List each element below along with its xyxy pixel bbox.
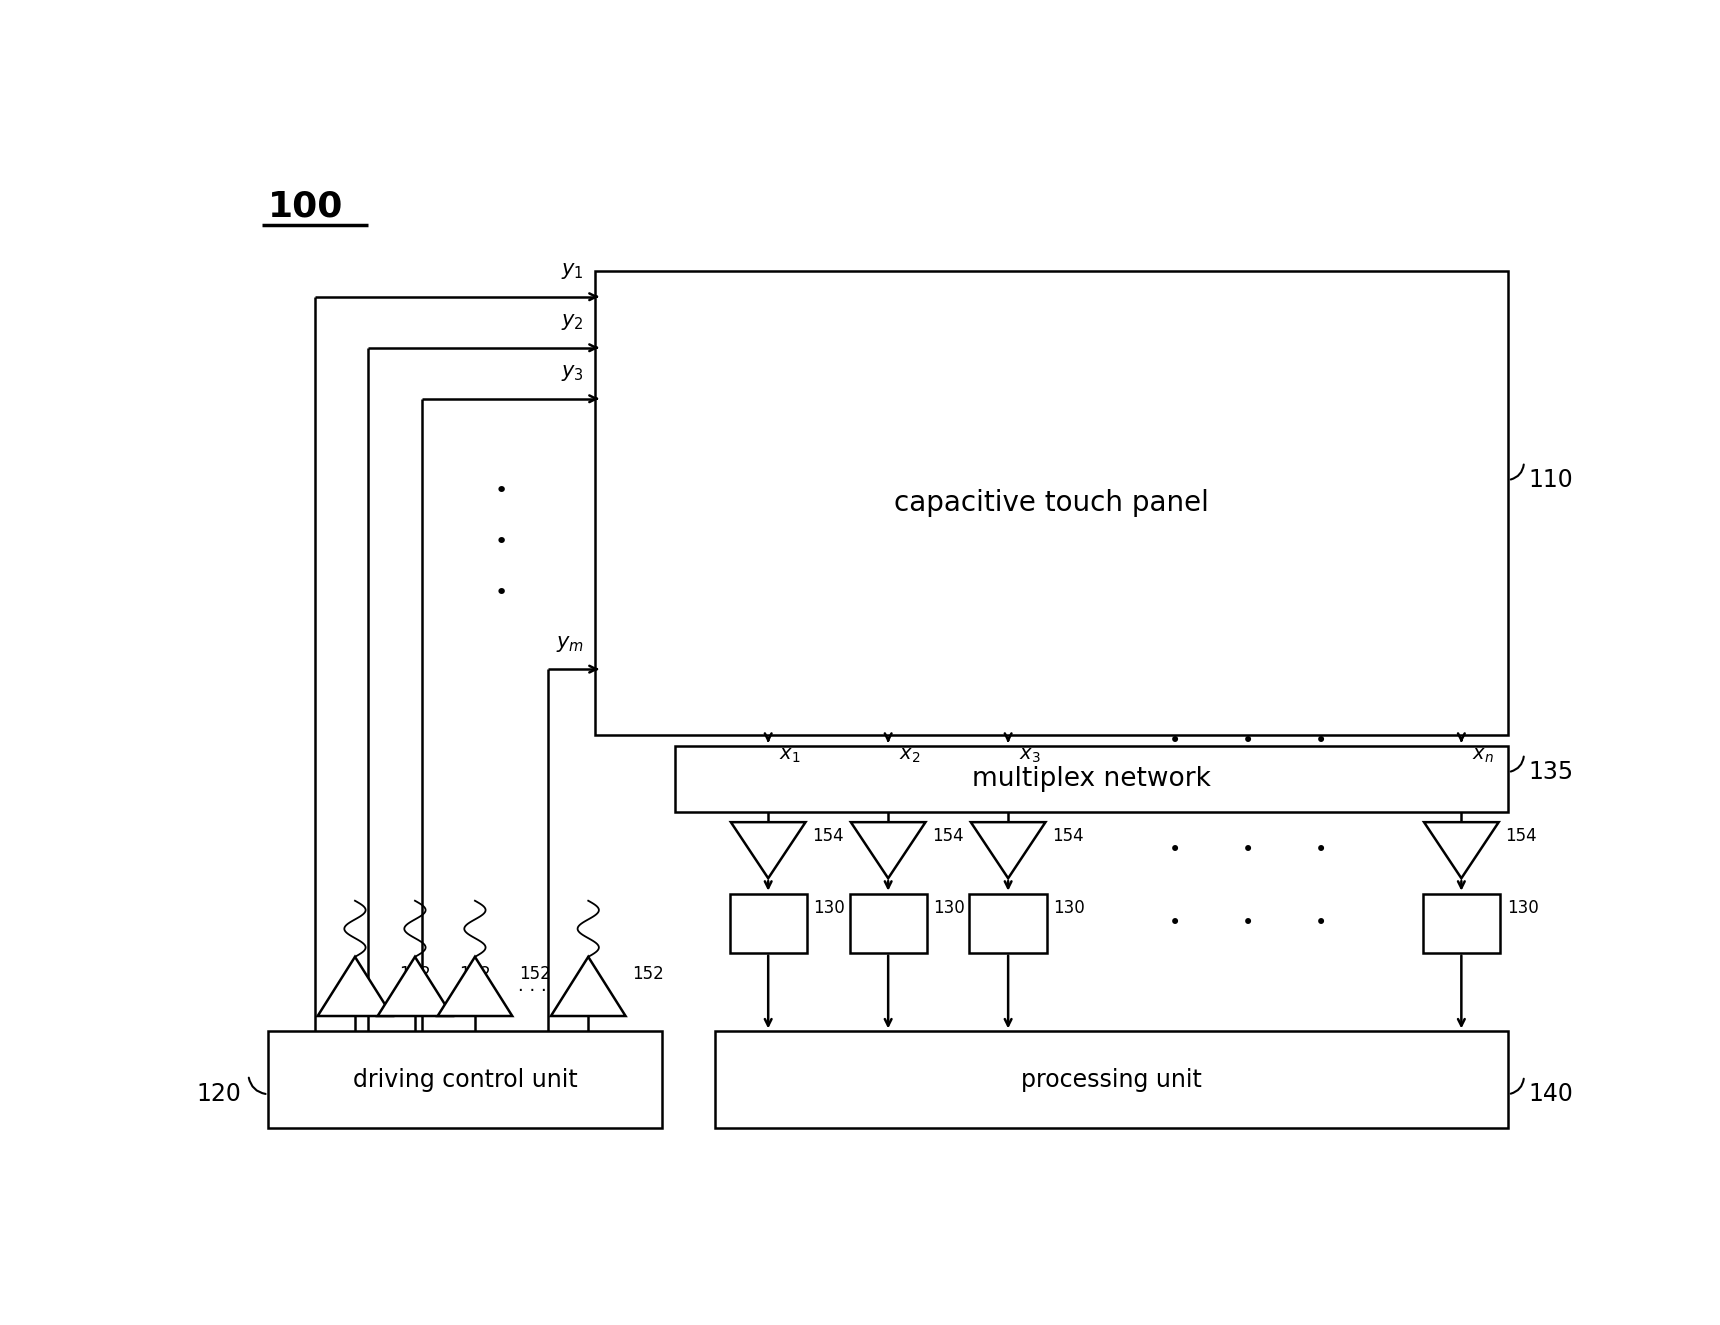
Bar	[729, 893, 807, 953]
Bar	[970, 893, 1047, 953]
Bar	[716, 1031, 1508, 1129]
Text: •: •	[1316, 730, 1328, 750]
Text: $x_1$: $x_1$	[779, 746, 800, 765]
Text: $y_1$: $y_1$	[561, 261, 585, 281]
Polygon shape	[378, 957, 452, 1016]
Text: •: •	[495, 583, 507, 603]
Text: •: •	[1168, 730, 1182, 750]
Text: capacitive touch panel: capacitive touch panel	[894, 489, 1209, 517]
Text: 152: 152	[459, 965, 490, 983]
Text: $y_2$: $y_2$	[561, 313, 585, 333]
Text: 130: 130	[814, 898, 845, 917]
Text: 110: 110	[1527, 468, 1572, 492]
Bar	[1422, 893, 1500, 953]
Text: •: •	[1316, 913, 1328, 933]
Polygon shape	[318, 957, 392, 1016]
Text: 154: 154	[1053, 827, 1084, 845]
Bar	[674, 746, 1508, 812]
Text: 152: 152	[519, 965, 550, 983]
Polygon shape	[437, 957, 513, 1016]
Text: •: •	[1242, 840, 1254, 860]
Text: •: •	[495, 481, 507, 501]
Text: 154: 154	[812, 827, 845, 845]
Text: 154: 154	[1505, 827, 1538, 845]
Text: 140: 140	[1527, 1083, 1572, 1106]
Text: $y_m$: $y_m$	[556, 633, 585, 653]
Text: 100: 100	[268, 189, 344, 224]
Polygon shape	[1424, 822, 1498, 878]
Text: 152: 152	[399, 965, 430, 983]
Text: driving control unit: driving control unit	[353, 1068, 578, 1092]
Text: •: •	[1168, 840, 1182, 860]
Text: . . .: . . .	[518, 978, 547, 995]
Text: 152: 152	[633, 965, 664, 983]
Text: •: •	[1242, 913, 1254, 933]
Polygon shape	[851, 822, 925, 878]
Text: 130: 130	[1507, 898, 1538, 917]
Text: $x_n$: $x_n$	[1472, 746, 1493, 765]
Text: $y_3$: $y_3$	[561, 363, 585, 383]
Text: multiplex network: multiplex network	[972, 766, 1211, 792]
Bar	[850, 893, 927, 953]
Text: 154: 154	[932, 827, 963, 845]
Text: •: •	[495, 531, 507, 551]
Bar	[268, 1031, 662, 1129]
Text: processing unit: processing unit	[1022, 1068, 1202, 1092]
Text: 120: 120	[196, 1083, 241, 1106]
Text: •: •	[1316, 840, 1328, 860]
Bar	[595, 272, 1508, 735]
Text: 130: 130	[1053, 898, 1085, 917]
Text: $x_3$: $x_3$	[1018, 746, 1041, 765]
Text: 130: 130	[934, 898, 965, 917]
Polygon shape	[550, 957, 626, 1016]
Polygon shape	[731, 822, 805, 878]
Text: 135: 135	[1527, 761, 1574, 784]
Text: •: •	[1242, 730, 1254, 750]
Text: $x_2$: $x_2$	[900, 746, 920, 765]
Polygon shape	[970, 822, 1046, 878]
Text: •: •	[1168, 913, 1182, 933]
